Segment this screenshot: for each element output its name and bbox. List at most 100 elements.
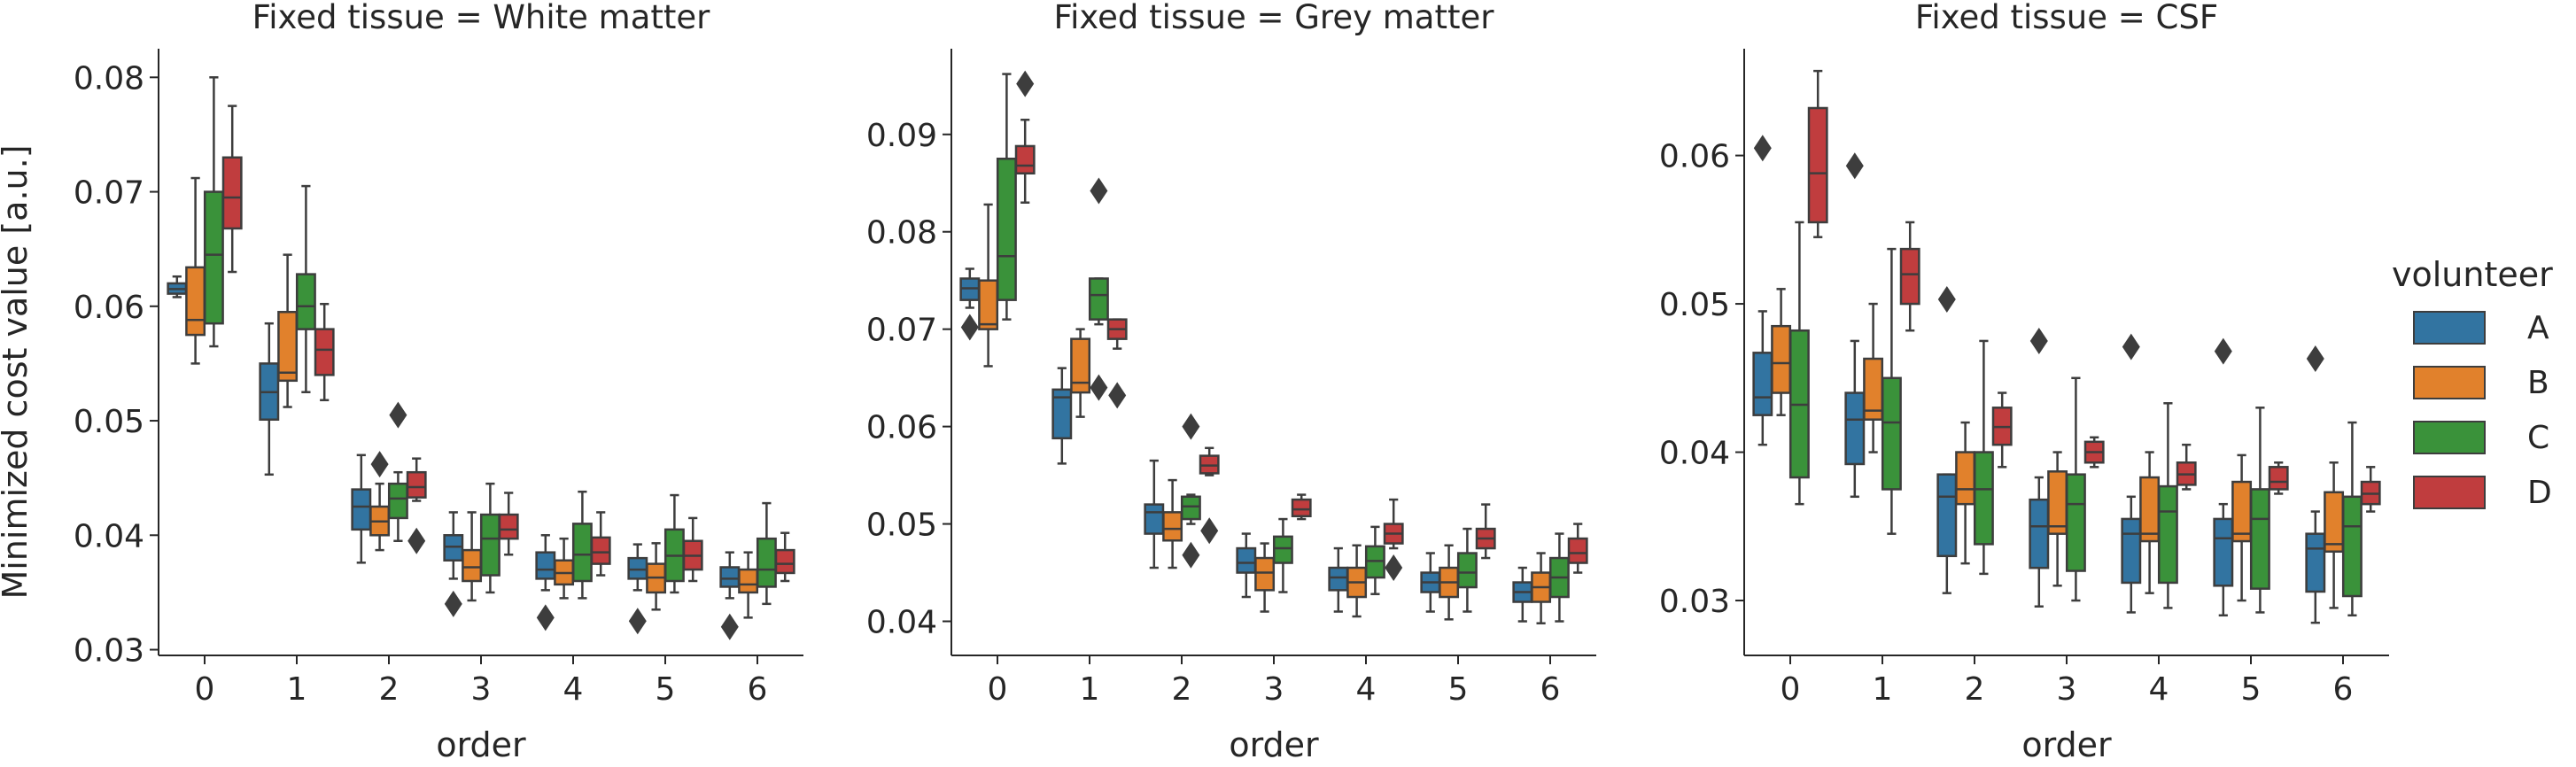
box-c-order-6 bbox=[1548, 532, 1570, 623]
box bbox=[2231, 480, 2253, 543]
box-a-order-3 bbox=[2029, 327, 2050, 608]
box bbox=[571, 523, 593, 583]
box bbox=[1254, 556, 1276, 592]
box bbox=[1014, 144, 1036, 174]
box-b-order-2 bbox=[1162, 478, 1183, 569]
box bbox=[2157, 484, 2178, 585]
box bbox=[1272, 535, 1293, 564]
box-d-order-0 bbox=[1014, 70, 1036, 204]
box-b-order-4 bbox=[2139, 451, 2161, 594]
box bbox=[2249, 488, 2270, 590]
outlier-point bbox=[389, 401, 407, 429]
box bbox=[277, 311, 299, 383]
outlier-point bbox=[628, 608, 647, 635]
box-c-order-4 bbox=[571, 490, 593, 600]
legend-swatch-c bbox=[2413, 421, 2486, 454]
x-tick-label: 2 bbox=[1965, 671, 1985, 708]
y-tick-label: 0.05 bbox=[74, 404, 144, 440]
box-a-order-5 bbox=[2213, 337, 2234, 617]
box bbox=[1899, 247, 1920, 306]
box bbox=[627, 556, 648, 580]
y-tick-label: 0.07 bbox=[74, 175, 144, 212]
x-tick-label: 6 bbox=[748, 671, 768, 708]
box-b-order-1 bbox=[1070, 328, 1091, 418]
outlier-point bbox=[536, 604, 555, 631]
box bbox=[1936, 473, 1958, 558]
x-tick-label: 5 bbox=[1448, 671, 1469, 708]
outlier-point bbox=[1200, 517, 1219, 545]
box bbox=[1144, 503, 1165, 535]
outlier-point bbox=[2029, 327, 2048, 354]
box-a-order-1 bbox=[1051, 367, 1073, 465]
outlier-point bbox=[2306, 345, 2324, 373]
box-d-order-5 bbox=[682, 516, 703, 583]
box bbox=[2121, 517, 2142, 585]
box-c-order-5 bbox=[663, 493, 685, 594]
x-tick-label: 0 bbox=[988, 671, 1008, 708]
legend-label-a: A bbox=[2527, 310, 2549, 346]
box-d-order-5 bbox=[2268, 461, 2289, 495]
outlier-point bbox=[1937, 286, 1956, 314]
box bbox=[1807, 106, 1828, 224]
box bbox=[185, 266, 206, 337]
box bbox=[2305, 532, 2326, 593]
box bbox=[2047, 470, 2068, 535]
box-a-order-4 bbox=[535, 534, 556, 631]
box bbox=[996, 157, 1017, 301]
box-a-order-4 bbox=[2121, 333, 2142, 614]
box-c-order-1 bbox=[295, 184, 316, 393]
box-b-order-5 bbox=[2231, 453, 2253, 602]
x-tick-label: 3 bbox=[471, 671, 492, 708]
box bbox=[2268, 466, 2289, 491]
box bbox=[738, 568, 759, 594]
box bbox=[1771, 324, 1792, 394]
box bbox=[221, 156, 243, 230]
box bbox=[1291, 498, 1312, 518]
series-d bbox=[1807, 69, 2381, 513]
box-b-order-1 bbox=[277, 253, 299, 408]
box bbox=[462, 548, 483, 583]
box-b-order-4 bbox=[1346, 544, 1368, 618]
box-b-order-3 bbox=[462, 511, 483, 602]
box-b-order-0 bbox=[1771, 288, 1792, 416]
box bbox=[1456, 552, 1478, 589]
series-c bbox=[203, 76, 777, 606]
box-c-order-3 bbox=[479, 482, 500, 594]
box bbox=[719, 566, 741, 588]
legend-swatch-b bbox=[2413, 366, 2486, 399]
box bbox=[1162, 511, 1183, 542]
box-a-order-0 bbox=[1752, 135, 1773, 446]
y-tick-label: 0.04 bbox=[74, 518, 144, 554]
x-tick-label: 4 bbox=[2149, 671, 2169, 708]
legend-swatch-a bbox=[2413, 311, 2486, 345]
y-tick-label: 0.05 bbox=[1659, 287, 1730, 323]
box-c-order-1 bbox=[1088, 177, 1109, 401]
box-c-order-0 bbox=[203, 76, 224, 348]
y-axis-label: Minimized cost value [a.u.] bbox=[0, 144, 35, 599]
box-d-order-4 bbox=[590, 511, 611, 577]
box-c-order-4 bbox=[2157, 402, 2178, 609]
outlier-point bbox=[720, 613, 739, 640]
x-axis-label: order bbox=[2021, 725, 2112, 763]
box-d-order-6 bbox=[1567, 523, 1588, 574]
outlier-point bbox=[1090, 177, 1108, 205]
box bbox=[2065, 473, 2086, 572]
outlier-point bbox=[2214, 337, 2232, 365]
y-tick-label: 0.07 bbox=[866, 313, 937, 349]
box-c-order-6 bbox=[2341, 421, 2363, 617]
series-a bbox=[959, 267, 1533, 623]
box-d-order-2 bbox=[1991, 391, 2013, 469]
box-b-order-3 bbox=[2047, 451, 2068, 587]
box bbox=[1752, 352, 1773, 416]
series-b bbox=[978, 203, 1552, 624]
box bbox=[1236, 546, 1257, 574]
x-tick-label: 1 bbox=[1873, 671, 1893, 708]
box-a-order-2 bbox=[351, 453, 372, 564]
series-a bbox=[1752, 135, 2326, 624]
box-a-order-1 bbox=[1844, 152, 1866, 499]
box-d-order-3 bbox=[1291, 493, 1312, 521]
box bbox=[2324, 491, 2345, 554]
box-c-order-5 bbox=[2249, 407, 2270, 614]
x-axis-label: order bbox=[436, 725, 526, 763]
x-tick-label: 4 bbox=[563, 671, 584, 708]
